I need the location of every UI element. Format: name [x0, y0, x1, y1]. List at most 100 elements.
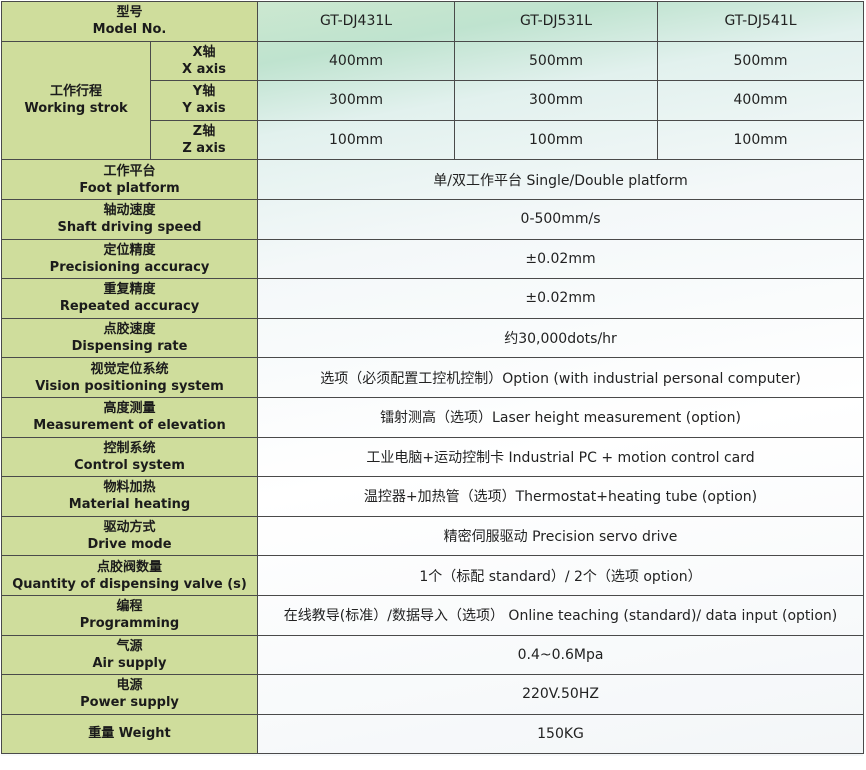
label-en: Programming — [79, 616, 180, 632]
spec-row: 重复精度 Repeated accuracy ±0.02mm — [0, 278, 865, 319]
label-cn: 重复精度 — [103, 282, 156, 298]
spec-label: 重复精度 Repeated accuracy — [0, 278, 259, 319]
y-value-1: 300mm — [257, 80, 456, 121]
spec-row: 轴动速度 Shaft driving speed 0-500mm/s — [0, 198, 865, 240]
z-value-1: 100mm — [257, 119, 456, 161]
spec-row: 物料加热 Material heating 温控器+加热管（选项）Thermosta… — [0, 476, 865, 517]
spec-value: 1个（标配 standard）/ 2个（选项 option） — [257, 555, 865, 596]
spec-table-container: 型号 Model No. GT-DJ431L GT-DJ531L GT-DJ541… — [0, 1, 865, 756]
spec-value: 单/双工作平台 Single/Double platform — [257, 159, 865, 200]
label-cn: X轴 — [192, 44, 216, 60]
spec-label: 高度测量 Measurement of elevation — [0, 396, 259, 438]
label-en: Measurement of elevation — [33, 418, 226, 434]
stroke-y-row: Y轴 Y axis 300mm 300mm 400mm — [2, 80, 865, 121]
label-cn: 物料加热 — [103, 480, 156, 496]
spec-value: 0.4~0.6Mpa — [257, 634, 865, 676]
spec-row: 电源 Power supply 220V.50HZ — [0, 674, 865, 715]
label-en: Y axis — [182, 101, 226, 117]
spec-label: 点胶阀数量 Quantity of dispensing valve (s) — [0, 555, 259, 596]
model-1: GT-DJ431L — [257, 1, 456, 42]
label-cn: 点胶阀数量 — [97, 559, 163, 575]
label-en: Control system — [74, 457, 185, 473]
spec-value: 工业电脑+运动控制卡 Industrial PC + motion contro… — [257, 436, 865, 478]
spec-label: 编程 Programming — [0, 594, 259, 636]
y-value-3: 400mm — [657, 80, 865, 121]
spec-row: 高度测量 Measurement of elevation 镭射测高（选项）Lase… — [0, 396, 865, 438]
stroke-label: 工作行程 Working strok — [1, 40, 151, 161]
spec-row: 点胶阀数量 Quantity of dispensing valve (s) 1个（… — [0, 555, 865, 596]
z-value-3: 100mm — [657, 119, 865, 161]
label-cn: 视觉定位系统 — [90, 361, 169, 377]
spec-value: 镭射测高（选项）Laser height measurement (option… — [257, 396, 865, 438]
spec-row: 气源 Air supply 0.4~0.6Mpa — [0, 634, 865, 676]
label-en: X axis — [182, 61, 226, 77]
label-en: Model No. — [92, 22, 167, 38]
z-value-2: 100mm — [454, 119, 659, 161]
spec-label: 物料加热 Material heating — [0, 476, 259, 517]
z-axis-label: Z轴 Z axis — [149, 119, 259, 161]
spec-label: 工作平台 Foot platform — [0, 159, 259, 200]
x-value-3: 500mm — [657, 40, 865, 82]
spec-value: 在线教导(标准）/数据导入（选项） Online teaching (stand… — [257, 594, 865, 636]
label-en: Working strok — [24, 101, 128, 117]
spec-table: 型号 Model No. GT-DJ431L GT-DJ531L GT-DJ541… — [0, 1, 865, 755]
label-cn: 工作平台 — [103, 163, 156, 179]
label-en: Air supply — [92, 655, 167, 671]
spec-label: 点胶速度 Dispensing rate — [0, 317, 259, 359]
label-cn: 定位精度 — [103, 242, 156, 258]
spec-value: ±0.02mm — [257, 278, 865, 319]
label-cn: 重量 Weight — [88, 726, 171, 742]
label-cn: Z轴 — [192, 124, 216, 140]
label-en: Z axis — [182, 141, 226, 157]
spec-label: 轴动速度 Shaft driving speed — [0, 198, 259, 240]
label-en: Drive mode — [87, 537, 172, 553]
stroke-x-row: 工作行程 Working strok X轴 X axis 400mm 500mm 5… — [1, 40, 865, 161]
spec-row: 控制系统 Control system 工业电脑+运动控制卡 Industrial … — [0, 436, 865, 478]
label-cn: 编程 — [116, 599, 143, 615]
spec-label: 视觉定位系统 Vision positioning system — [0, 357, 259, 398]
label-en: Repeated accuracy — [59, 299, 200, 315]
spec-row: 驱动方式 Drive mode 精密伺服驱动 Precision servo dri… — [0, 515, 865, 557]
label-en: Material heating — [68, 497, 191, 513]
spec-value: 220V.50HZ — [257, 674, 865, 715]
model-3: GT-DJ541L — [657, 1, 865, 42]
spec-label: 控制系统 Control system — [0, 436, 259, 478]
spec-value: 温控器+加热管（选项）Thermostat+heating tube (opti… — [257, 476, 865, 517]
label-cn: 驱动方式 — [103, 520, 156, 536]
x-value-2: 500mm — [454, 40, 659, 82]
label-cn: 型号 — [116, 5, 143, 21]
spec-label: 电源 Power supply — [0, 674, 259, 715]
model-2: GT-DJ531L — [454, 1, 659, 42]
label-en: Foot platform — [79, 180, 180, 196]
label-en: Precisioning accuracy — [49, 259, 210, 275]
label-cn: 轴动速度 — [103, 203, 156, 219]
label-cn: 高度测量 — [103, 401, 156, 417]
label-cn: 电源 — [116, 678, 143, 694]
spec-value: 150KG — [257, 713, 865, 755]
spec-label: 气源 Air supply — [0, 634, 259, 676]
label-cn: 点胶速度 — [103, 322, 156, 338]
spec-row: 点胶速度 Dispensing rate 约30,000dots/hr — [0, 317, 865, 359]
spec-label: 定位精度 Precisioning accuracy — [0, 238, 259, 280]
spec-row: 编程 Programming 在线教导(标准）/数据导入（选项） Online te… — [0, 594, 865, 636]
spec-label: 驱动方式 Drive mode — [0, 515, 259, 557]
spec-value: 0-500mm/s — [257, 198, 865, 240]
label-en: Vision positioning system — [35, 378, 224, 394]
spec-value: 选项（必须配置工控机控制）Option (with industrial per… — [257, 357, 865, 398]
label-cn: Y轴 — [192, 84, 216, 100]
stroke-z-row: Z轴 Z axis 100mm 100mm 100mm — [2, 119, 865, 161]
label-en: Shaft driving speed — [57, 220, 202, 236]
spec-value: 精密伺服驱动 Precision servo drive — [257, 515, 865, 557]
spec-value: ±0.02mm — [257, 238, 865, 280]
spec-row: 工作平台 Foot platform 单/双工作平台 Single/Double p… — [0, 159, 865, 200]
y-axis-label: Y轴 Y axis — [149, 80, 259, 121]
spec-label: 重量 Weight — [0, 713, 259, 755]
label-en: Quantity of dispensing valve (s) — [12, 576, 247, 592]
x-axis-label: X轴 X axis — [149, 40, 259, 82]
spec-row: 定位精度 Precisioning accuracy ±0.02mm — [0, 238, 865, 280]
x-value-1: 400mm — [257, 40, 456, 82]
model-row: 型号 Model No. GT-DJ431L GT-DJ531L GT-DJ541… — [0, 1, 865, 42]
y-value-2: 300mm — [454, 80, 659, 121]
label-cn: 控制系统 — [103, 440, 156, 456]
label-cn: 工作行程 — [49, 84, 102, 100]
